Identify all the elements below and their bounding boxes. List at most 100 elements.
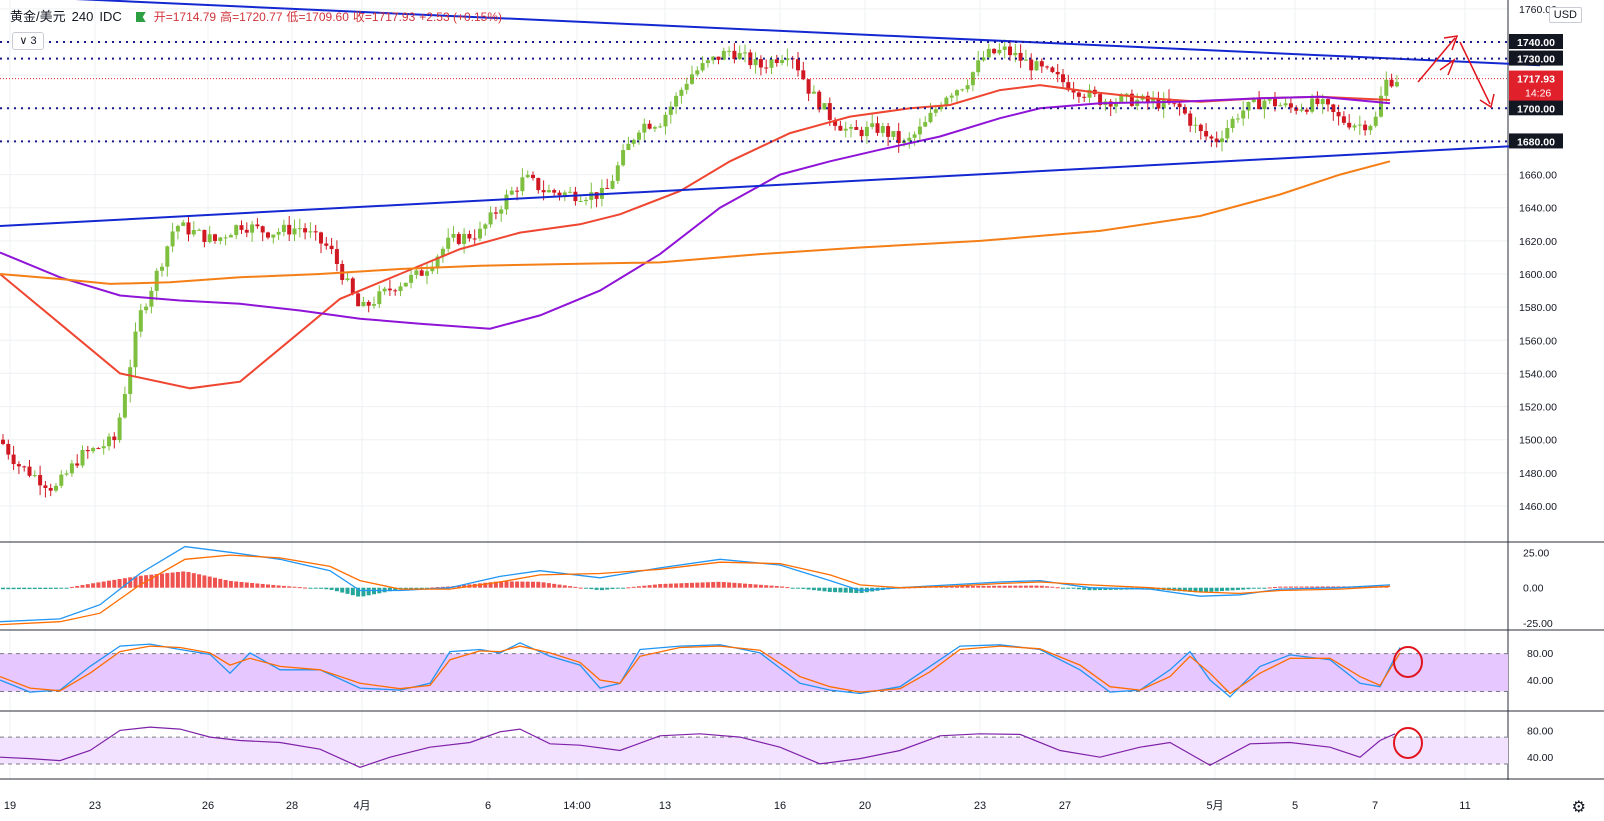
candle-body — [414, 270, 419, 275]
ma-line-ma-orange — [0, 160, 1391, 285]
macd-histogram-bar — [154, 574, 159, 588]
indicators-collapse-button[interactable]: ∨ 3 — [12, 32, 44, 50]
macd-histogram-bar — [711, 582, 716, 588]
candle-body — [456, 233, 461, 244]
price-tick-label: 1640.00 — [1519, 203, 1557, 215]
candle-body — [1262, 100, 1267, 110]
candle-body — [107, 436, 111, 447]
candle-body — [22, 466, 27, 468]
candle-body — [917, 126, 922, 135]
candle-body — [27, 466, 32, 476]
candle-body — [313, 231, 318, 233]
candle-body — [515, 190, 520, 192]
time-tick-label: 11 — [1459, 800, 1470, 812]
stoch-band — [0, 653, 1508, 692]
macd-histogram-bar — [1193, 587, 1198, 593]
candle-body — [1257, 98, 1262, 110]
candle-body — [96, 448, 101, 450]
macd-histogram-bar — [801, 587, 806, 589]
gear-icon[interactable]: ⚙ — [1571, 799, 1586, 816]
level-label-bg — [1509, 50, 1563, 66]
macd-histogram-bar — [1294, 586, 1299, 588]
price-tick-label: 1600.00 — [1519, 269, 1557, 281]
macd-line-fast — [0, 545, 1391, 623]
macd-histogram-bar — [117, 579, 122, 588]
candle-body — [419, 270, 424, 276]
macd-histogram-bar — [578, 587, 583, 589]
macd-histogram-bar — [1204, 587, 1209, 593]
macd-histogram-bar — [48, 587, 53, 589]
time-tick-label: 14:00 — [563, 800, 591, 812]
macd-histogram-bar — [997, 585, 1002, 588]
candle-body — [1082, 96, 1087, 98]
candle-body — [1304, 109, 1309, 112]
candle-body — [1363, 124, 1368, 131]
candle-body — [711, 56, 716, 61]
macd-histogram-bar — [430, 587, 435, 589]
candle-body — [239, 225, 244, 230]
macd-histogram-bar — [107, 580, 111, 588]
candle-body — [610, 180, 615, 189]
macd-histogram-bar — [796, 587, 800, 589]
candle-body — [743, 52, 747, 54]
candle-body — [764, 67, 769, 69]
level-label: 1740.00 — [1517, 37, 1555, 49]
candle-body — [1029, 59, 1034, 71]
candle-body — [1230, 118, 1235, 129]
time-tick-label: 6 — [485, 800, 491, 812]
macd-histogram-bar — [101, 581, 106, 588]
macd-histogram-bar — [38, 587, 43, 590]
candle-body — [1167, 98, 1171, 104]
macd-histogram-bar — [727, 582, 732, 588]
macd-histogram-bar — [409, 587, 414, 589]
candle-body — [234, 225, 239, 236]
time-tick-label: 5 — [1292, 800, 1298, 812]
candle-body — [1055, 71, 1060, 75]
price-tick-label: 1660.00 — [1519, 170, 1557, 182]
rsi-line — [0, 726, 1396, 768]
macd-histogram-bar — [69, 586, 74, 588]
macd-histogram-bar — [96, 582, 101, 588]
candle-body — [822, 103, 827, 110]
candle-body — [1394, 81, 1399, 87]
candle-body — [382, 288, 387, 292]
macd-histogram-bar — [366, 587, 371, 596]
macd-histogram-bar — [637, 586, 641, 588]
legend-header: 黄金/美元 240 IDC 开=1714.79 高=1720.77 低=1709.60 收=… — [10, 6, 506, 25]
candle-body — [1246, 101, 1251, 111]
candle-body — [674, 95, 679, 107]
time-tick-label: 7 — [1372, 800, 1378, 812]
candle-body — [112, 436, 117, 441]
rsi-highlight-circle — [1393, 727, 1423, 759]
macd-histogram-bar — [615, 587, 620, 589]
candle-body — [1278, 105, 1283, 107]
macd-histogram-bar — [605, 587, 610, 590]
candle-body — [64, 473, 69, 475]
candle-body — [38, 475, 43, 486]
currency-badge[interactable]: USD — [1548, 7, 1582, 23]
candle-body — [223, 237, 228, 239]
candle-body — [1320, 99, 1325, 105]
macd-histogram-bar — [1209, 587, 1214, 592]
macd-histogram-bar — [1039, 585, 1044, 588]
interval-label[interactable]: 240 — [71, 9, 94, 24]
macd-histogram-bar — [456, 585, 461, 588]
candle-body — [944, 97, 949, 106]
candle-body — [992, 48, 997, 54]
macd-histogram-bar — [112, 579, 117, 588]
macd-histogram-bar — [1214, 587, 1219, 592]
candle-body — [1188, 113, 1193, 126]
macd-histogram-bar — [218, 578, 223, 588]
macd-histogram-bar — [27, 587, 32, 590]
macd-histogram-bar — [690, 582, 694, 588]
candle-body — [626, 143, 631, 151]
candle-body — [75, 463, 80, 466]
macd-histogram-bar — [520, 581, 525, 588]
candle-body — [531, 174, 535, 179]
candle-body — [552, 190, 557, 193]
symbol-name[interactable]: 黄金/美元 — [10, 9, 66, 24]
candle-body — [647, 123, 652, 129]
macd-histogram-bar — [191, 573, 196, 588]
annotation-arrowhead-up — [1443, 35, 1459, 51]
